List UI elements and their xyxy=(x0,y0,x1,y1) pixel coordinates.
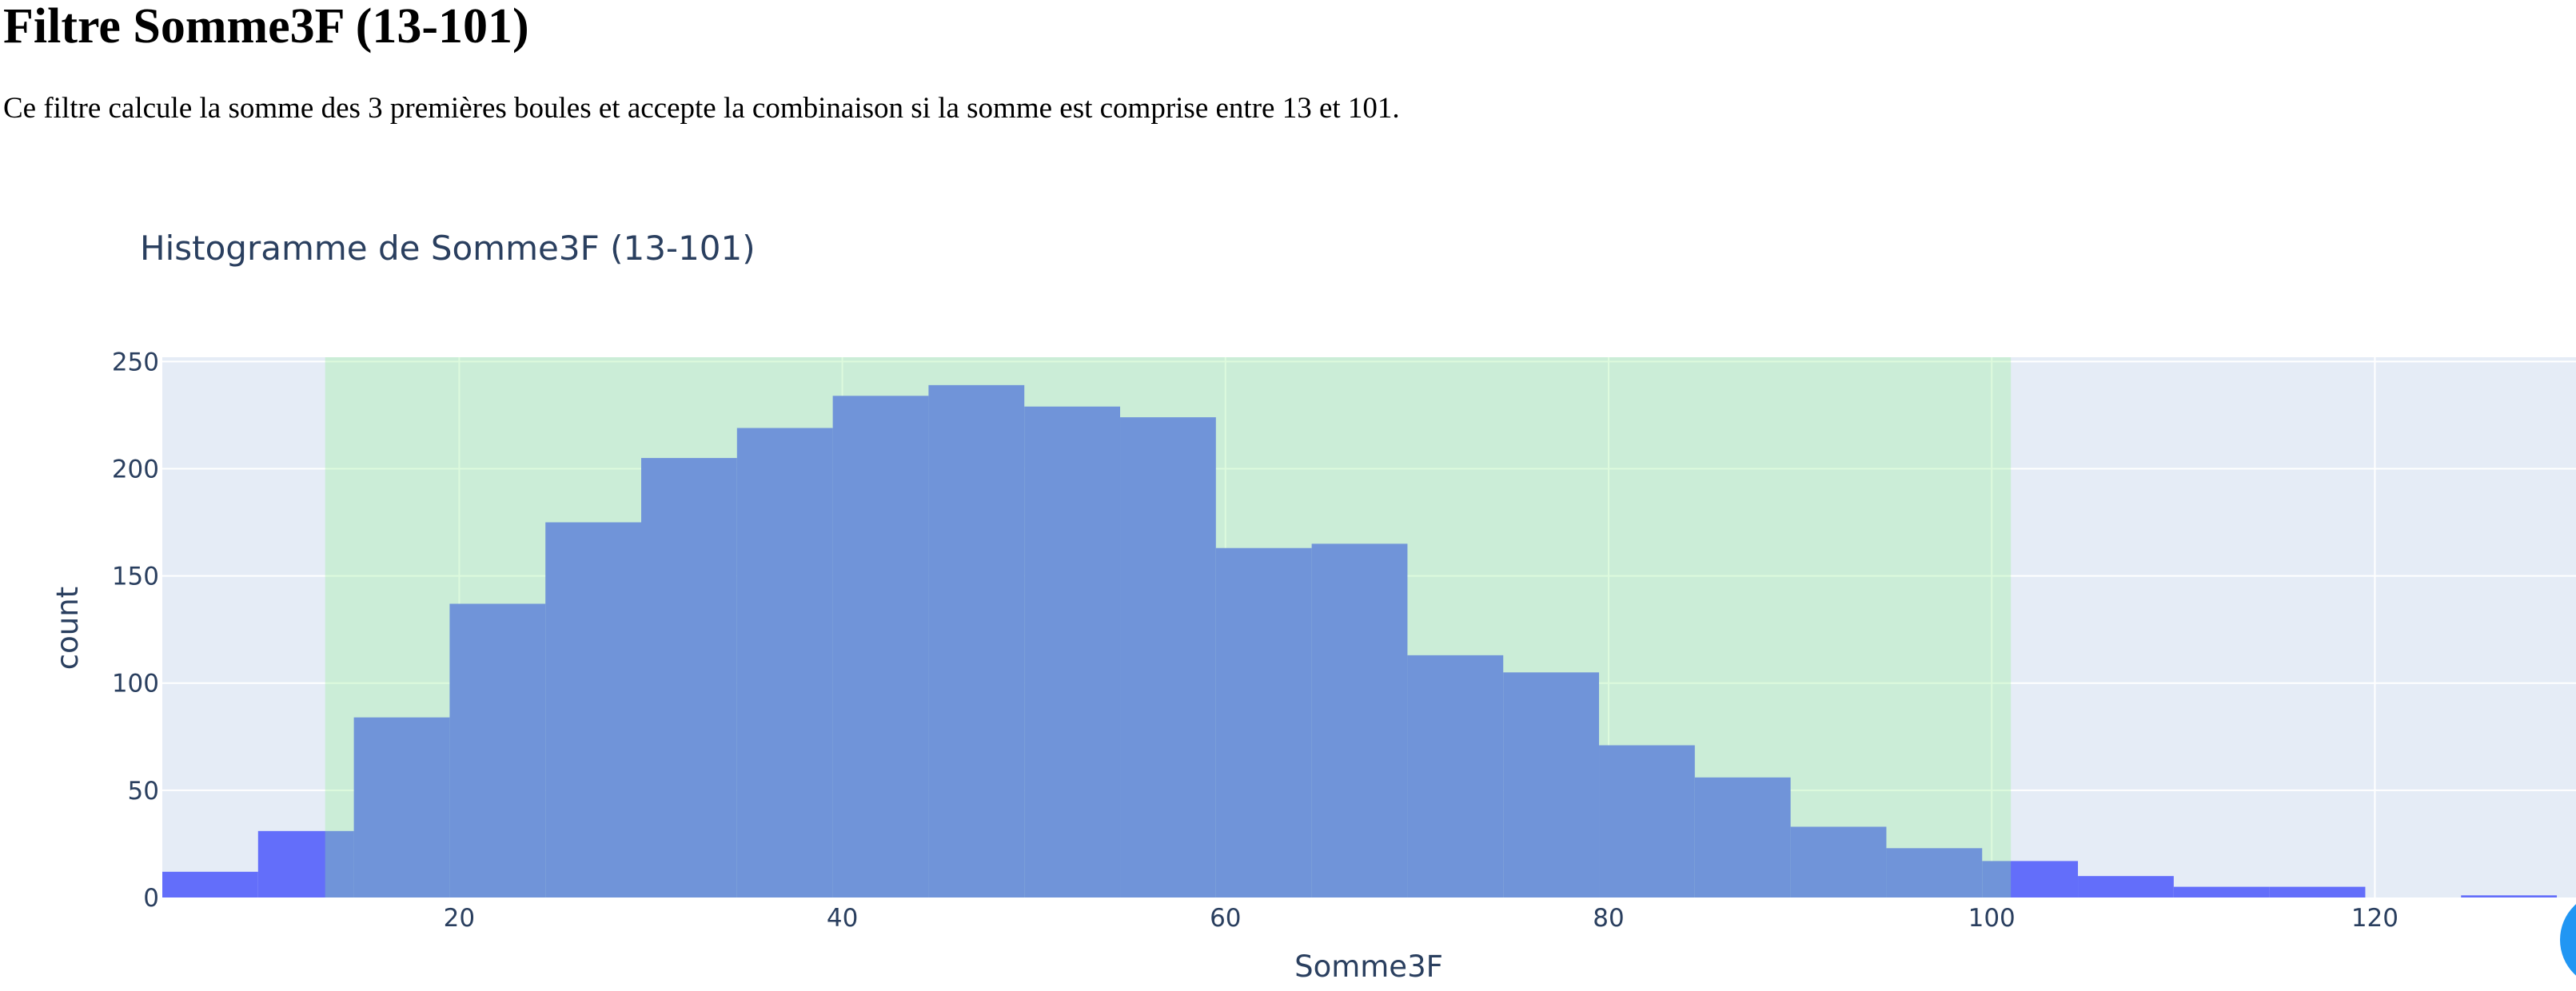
y-axis-ticks: 0 50 100 150 200 250 xyxy=(112,348,159,913)
x-axis-ticks: 20 40 60 80 100 120 xyxy=(444,904,2399,933)
x-tick-label: 20 xyxy=(444,904,475,933)
histogram-bar xyxy=(2269,886,2366,897)
histogram-bar xyxy=(1694,777,1791,897)
chart-title: Histogramme de Somme3F (13-101) xyxy=(140,229,756,268)
x-axis-title: Somme3F xyxy=(1294,949,1443,984)
x-tick-label: 80 xyxy=(1593,904,1624,933)
x-tick-label: 40 xyxy=(827,904,858,933)
histogram-bar xyxy=(2173,886,2270,897)
histogram-bar xyxy=(1407,655,1504,897)
page-description: Ce filtre calcule la somme des 3 premièr… xyxy=(3,92,1400,125)
histogram-bar xyxy=(353,717,450,897)
floating-action-button[interactable] xyxy=(2560,892,2576,988)
histogram-bar xyxy=(928,384,1025,897)
histogram-bar xyxy=(449,603,546,897)
histogram-bar xyxy=(1024,406,1121,897)
histogram-bar xyxy=(1599,745,1695,897)
histogram-bar xyxy=(1120,417,1216,897)
histogram-bar xyxy=(1215,547,1312,897)
histogram-bar xyxy=(1503,672,1600,897)
histogram-bar xyxy=(1886,848,1983,897)
x-tick-label: 100 xyxy=(1968,904,2016,933)
y-axis-title: count xyxy=(50,587,85,670)
y-tick-label: 50 xyxy=(128,777,159,806)
histogram-bar xyxy=(1790,826,1887,897)
histogram-bar xyxy=(1982,861,2079,897)
histogram-bar xyxy=(162,871,258,897)
histogram-bar xyxy=(832,396,929,897)
y-tick-label: 100 xyxy=(112,670,159,698)
histogram-bars xyxy=(162,384,2558,897)
y-tick-label: 250 xyxy=(112,348,159,376)
y-tick-label: 200 xyxy=(112,455,159,484)
page-title: Filtre Somme3F (13-101) xyxy=(3,0,529,54)
x-tick-label: 60 xyxy=(1210,904,1241,933)
y-tick-label: 0 xyxy=(143,884,159,913)
y-tick-label: 150 xyxy=(112,563,159,591)
histogram-bar xyxy=(257,830,354,897)
histogram-bar xyxy=(2461,895,2558,897)
accepted-range-highlight xyxy=(325,357,2012,897)
histogram-bar xyxy=(736,428,833,897)
histogram-bar xyxy=(2078,876,2174,897)
x-tick-label: 120 xyxy=(2351,904,2399,933)
histogram-bar xyxy=(641,458,737,897)
histogram-bar xyxy=(545,522,642,897)
histogram-bar xyxy=(1311,543,1408,897)
